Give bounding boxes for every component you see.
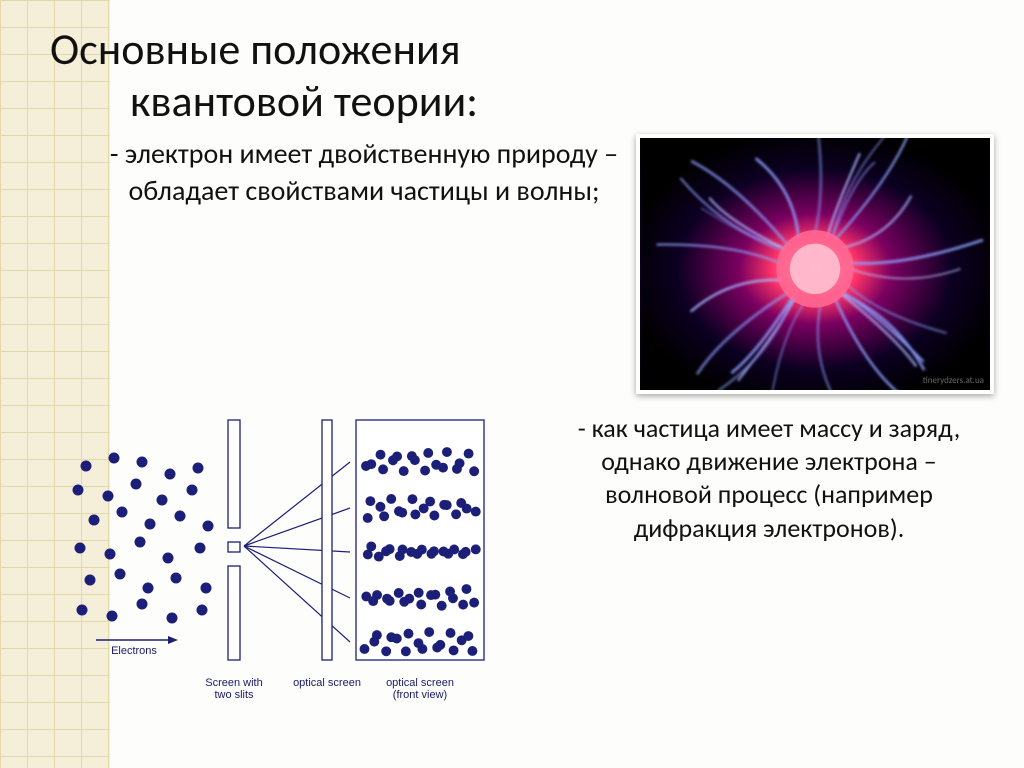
bullet-1-block: - электрон имеет двойственную природу – … (50, 134, 636, 394)
bullet-2-block: - как частица имеет массу и заряд, однак… (530, 412, 994, 545)
svg-text:optical screen(front view): optical screen(front view) (386, 677, 454, 701)
svg-text:Screen withtwo slits: Screen withtwo slits (205, 677, 262, 701)
bottom-row: Electrons Screen withtwo slits optical scr… (50, 402, 994, 732)
title-line-1: Основные положения (50, 22, 461, 76)
bullet-2-text: - как частица имеет массу и заряд, однак… (550, 412, 988, 545)
plasma-ball-image: tinerydzers.at.ua (636, 134, 994, 394)
svg-text:Electrons: Electrons (111, 645, 157, 657)
plasma-filaments-icon (640, 138, 990, 390)
double-slit-diagram: Electrons Screen withtwo slits optical scr… (50, 402, 530, 732)
slide-content: Основные положения квантовой теории: - э… (0, 0, 1024, 768)
double-slit-svg: Electrons Screen withtwo slits optical scr… (50, 402, 530, 732)
svg-text:optical screen: optical screen (293, 677, 361, 689)
slide-title: Основные положения квантовой теории: (50, 24, 770, 128)
top-row: - электрон имеет двойственную природу – … (50, 134, 994, 394)
image-watermark: tinerydzers.at.ua (923, 375, 984, 386)
title-line-2: квантовой теории: (50, 74, 478, 128)
bullet-1-text: - электрон имеет двойственную природу – … (106, 136, 622, 210)
